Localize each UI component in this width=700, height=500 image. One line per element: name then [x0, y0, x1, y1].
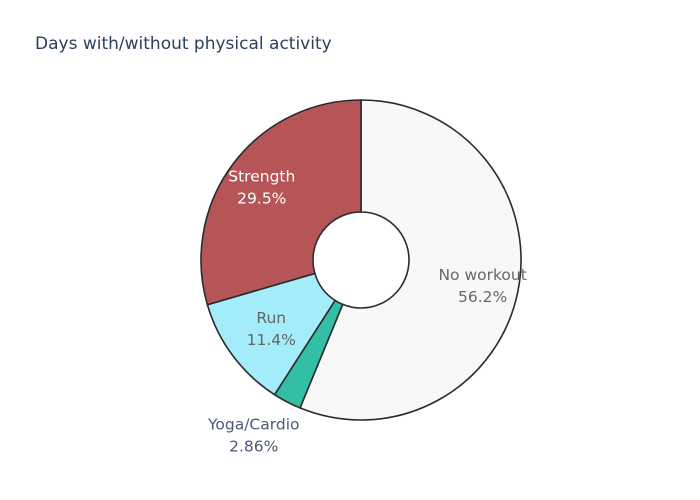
slice-name: Strength	[228, 168, 295, 186]
slice-run	[206, 272, 337, 396]
slice-label-no-workout: No workout 56.2%	[438, 266, 526, 306]
slices-group	[200, 99, 522, 421]
slice-no-workout	[298, 99, 522, 421]
slice-name: Yoga/Cardio	[207, 416, 300, 434]
slice-percent: 56.2%	[458, 288, 507, 306]
slice-strength	[200, 99, 362, 306]
slice-name: No workout	[438, 266, 526, 284]
slice-name: Run	[256, 309, 286, 327]
slice-label-run: Run 11.4%	[247, 309, 296, 349]
slice-percent: 11.4%	[247, 331, 296, 349]
slice-label-yoga-cardio: Yoga/Cardio 2.86%	[207, 416, 300, 456]
labels-group: No workout 56.2% Yoga/Cardio 2.86% Run 11.4% S…	[207, 168, 527, 456]
chart-title: Days with/without physical activity	[35, 34, 332, 54]
slice-percent: 29.5%	[237, 190, 286, 208]
slice-label-strength: Strength 29.5%	[228, 168, 295, 208]
slice-percent: 2.86%	[229, 438, 278, 456]
